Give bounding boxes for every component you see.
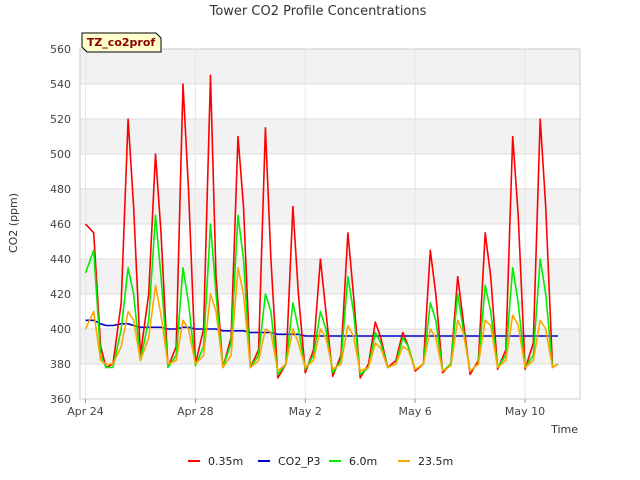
y-tick-label: 400: [50, 323, 71, 336]
y-tick-label: 520: [50, 113, 71, 126]
site-tag-label: TZ_co2prof: [87, 36, 156, 49]
plot-border: [79, 48, 581, 400]
x-axis-label: Time: [550, 423, 578, 436]
legend: 0.35m CO2_P3 6.0m 23.5m: [188, 455, 453, 468]
site-tag: TZ_co2prof: [81, 32, 162, 53]
y-tick-label: 540: [50, 78, 71, 91]
series-line-23-5m: [84, 266, 559, 372]
y-tick-label: 420: [50, 288, 71, 301]
legend-item-0-35m: 0.35m: [188, 455, 243, 468]
y-tick-label: 360: [50, 393, 71, 406]
legend-item-6-0m: 6.0m: [329, 455, 377, 468]
legend-item-23-5m: 23.5m: [398, 455, 453, 468]
legend-item-co2-p3: CO2_P3: [258, 455, 320, 468]
legend-label: CO2_P3: [278, 455, 320, 468]
x-tick-label: Apr 24: [67, 405, 104, 418]
x-axis-ticks: Apr 24 Apr 28 May 2 May 6 May 10: [67, 399, 545, 418]
plot-band: [80, 119, 580, 154]
legend-label: 23.5m: [418, 455, 453, 468]
y-axis-label: CO2 (ppm): [7, 193, 20, 253]
y-tick-label: 560: [50, 43, 71, 56]
y-tick-label: 440: [50, 253, 71, 266]
y-tick-label: 460: [50, 218, 71, 231]
y-tick-label: 380: [50, 358, 71, 371]
y-tick-label: 480: [50, 183, 71, 196]
legend-label: 0.35m: [208, 455, 243, 468]
x-tick-label: Apr 28: [177, 405, 214, 418]
plot-band: [80, 49, 580, 84]
plot-band: [80, 189, 580, 224]
y-axis-ticks: 360 380 400 420 440 460 480 500 520 540 560: [50, 43, 71, 406]
site-tag-box: [81, 32, 162, 53]
series-lines: [84, 74, 559, 379]
y-tick-label: 500: [50, 148, 71, 161]
x-tick-label: May 10: [505, 405, 545, 418]
legend-label: 6.0m: [349, 455, 377, 468]
x-tick-label: May 2: [289, 405, 322, 418]
chart-title: Tower CO2 Profile Concentrations: [209, 4, 427, 19]
series-line-0-35m: [84, 74, 559, 379]
x-tick-label: May 6: [399, 405, 432, 418]
series-line-6-0m: [84, 214, 559, 376]
